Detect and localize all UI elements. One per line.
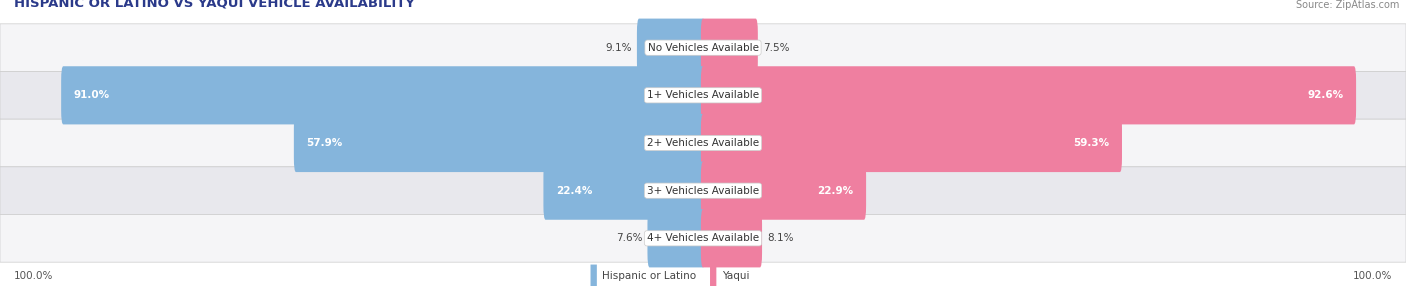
FancyBboxPatch shape	[0, 24, 1406, 72]
Text: Hispanic or Latino: Hispanic or Latino	[603, 271, 696, 281]
FancyBboxPatch shape	[591, 265, 598, 286]
FancyBboxPatch shape	[702, 66, 1355, 124]
Text: 3+ Vehicles Available: 3+ Vehicles Available	[647, 186, 759, 196]
Text: 22.9%: 22.9%	[817, 186, 853, 196]
Text: 1+ Vehicles Available: 1+ Vehicles Available	[647, 90, 759, 100]
Text: 2+ Vehicles Available: 2+ Vehicles Available	[647, 138, 759, 148]
Text: 22.4%: 22.4%	[557, 186, 592, 196]
Text: 8.1%: 8.1%	[768, 233, 793, 243]
Text: 92.6%: 92.6%	[1308, 90, 1344, 100]
FancyBboxPatch shape	[637, 19, 706, 77]
FancyBboxPatch shape	[702, 209, 762, 267]
FancyBboxPatch shape	[702, 162, 866, 220]
FancyBboxPatch shape	[0, 72, 1406, 119]
Text: Yaqui: Yaqui	[723, 271, 749, 281]
Text: 57.9%: 57.9%	[307, 138, 343, 148]
FancyBboxPatch shape	[710, 265, 717, 286]
Text: 91.0%: 91.0%	[73, 90, 110, 100]
Text: 4+ Vehicles Available: 4+ Vehicles Available	[647, 233, 759, 243]
Text: Source: ZipAtlas.com: Source: ZipAtlas.com	[1295, 0, 1399, 9]
Text: HISPANIC OR LATINO VS YAQUI VEHICLE AVAILABILITY: HISPANIC OR LATINO VS YAQUI VEHICLE AVAI…	[14, 0, 415, 9]
FancyBboxPatch shape	[294, 114, 706, 172]
Text: 7.6%: 7.6%	[616, 233, 643, 243]
FancyBboxPatch shape	[543, 162, 706, 220]
Text: 100.0%: 100.0%	[14, 271, 53, 281]
FancyBboxPatch shape	[702, 114, 1122, 172]
Text: 59.3%: 59.3%	[1073, 138, 1109, 148]
Text: 9.1%: 9.1%	[606, 43, 633, 53]
FancyBboxPatch shape	[0, 214, 1406, 262]
FancyBboxPatch shape	[702, 19, 758, 77]
FancyBboxPatch shape	[62, 66, 706, 124]
Text: 7.5%: 7.5%	[762, 43, 789, 53]
FancyBboxPatch shape	[648, 209, 706, 267]
Text: No Vehicles Available: No Vehicles Available	[648, 43, 758, 53]
Text: 100.0%: 100.0%	[1353, 271, 1392, 281]
FancyBboxPatch shape	[0, 119, 1406, 167]
FancyBboxPatch shape	[0, 167, 1406, 214]
